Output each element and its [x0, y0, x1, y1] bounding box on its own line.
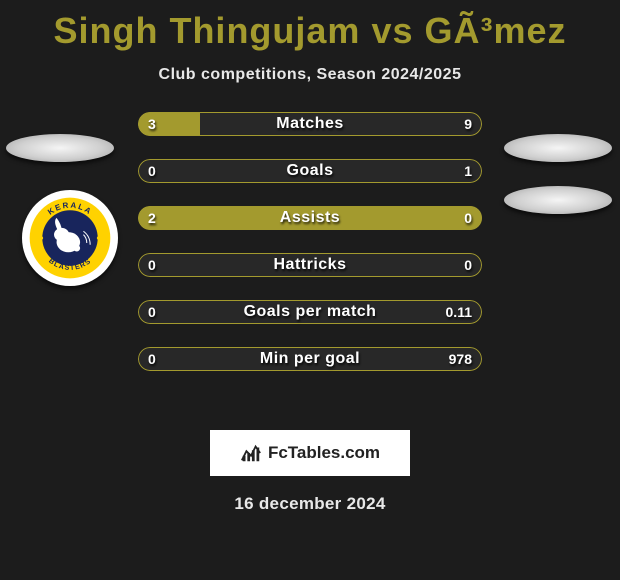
page-title: Singh Thingujam vs GÃ³mez — [0, 0, 620, 52]
bar-value-right: 0 — [464, 206, 472, 230]
page-subtitle: Club competitions, Season 2024/2025 — [0, 66, 620, 84]
kerala-blasters-icon: KERALA BLASTERS — [28, 196, 112, 280]
club-badge-left: KERALA BLASTERS — [22, 190, 118, 286]
comparison-chart: KERALA BLASTERS 3Matches90Goals12Assists… — [0, 112, 620, 412]
player-right-placeholder-1 — [504, 134, 612, 162]
date-label: 16 december 2024 — [0, 494, 620, 514]
chart-icon — [240, 442, 262, 464]
bar-value-right: 1 — [464, 159, 472, 183]
attribution-text: FcTables.com — [268, 443, 380, 463]
bar-label: Assists — [138, 206, 482, 230]
bar-label: Goals — [138, 159, 482, 183]
bar-row: 0Hattricks0 — [138, 253, 482, 277]
bar-value-right: 9 — [464, 112, 472, 136]
bar-row: 0Goals1 — [138, 159, 482, 183]
bar-label: Hattricks — [138, 253, 482, 277]
bar-value-right: 0 — [464, 253, 472, 277]
bar-row: 3Matches9 — [138, 112, 482, 136]
bar-row: 2Assists0 — [138, 206, 482, 230]
player-right-placeholder-2 — [504, 186, 612, 214]
bar-row: 0Min per goal978 — [138, 347, 482, 371]
bars-container: 3Matches90Goals12Assists00Hattricks00Goa… — [138, 112, 482, 394]
bar-value-right: 0.11 — [446, 300, 472, 324]
player-left-placeholder — [6, 134, 114, 162]
bar-label: Goals per match — [138, 300, 482, 324]
bar-value-right: 978 — [449, 347, 472, 371]
attribution-box: FcTables.com — [210, 430, 410, 476]
bar-label: Min per goal — [138, 347, 482, 371]
bar-label: Matches — [138, 112, 482, 136]
bar-row: 0Goals per match0.11 — [138, 300, 482, 324]
